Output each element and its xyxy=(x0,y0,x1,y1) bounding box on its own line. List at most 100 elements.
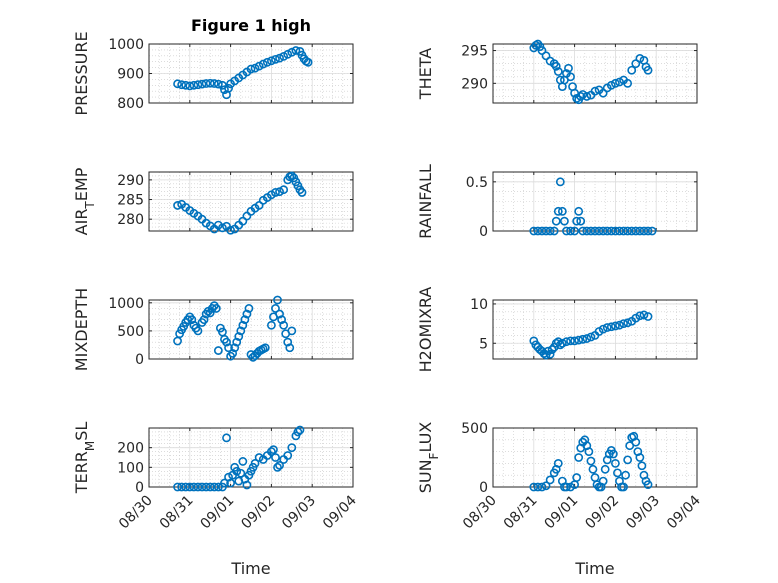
data-point xyxy=(627,65,637,75)
data-point xyxy=(173,201,182,210)
y-tick-label: 0 xyxy=(479,480,488,496)
data-point xyxy=(598,324,608,334)
data-point xyxy=(173,482,182,492)
data-point xyxy=(295,425,305,435)
series-markers xyxy=(173,425,305,492)
y-tick-label: 280 xyxy=(117,212,144,228)
data-point xyxy=(560,216,569,226)
data-point xyxy=(260,343,270,353)
y-tick-label: 1000 xyxy=(108,296,144,312)
data-point xyxy=(287,47,297,57)
axes-box xyxy=(148,299,354,360)
data-point xyxy=(643,226,653,236)
series-markers xyxy=(529,431,653,492)
data-point xyxy=(611,321,620,331)
data-point xyxy=(187,315,197,325)
data-point xyxy=(637,461,647,471)
x-tick-label: 09/01 xyxy=(542,493,582,533)
data-point xyxy=(549,226,559,236)
data-point xyxy=(269,445,278,455)
data-point xyxy=(623,318,633,328)
subplot-4: 0 0.5 RAINFALL xyxy=(416,164,698,240)
subplot-6: 5 10 H2OMIXRA xyxy=(416,287,698,373)
data-point xyxy=(197,79,207,89)
data-point xyxy=(275,460,284,470)
data-point xyxy=(209,79,219,88)
data-point xyxy=(230,343,240,353)
data-point xyxy=(570,226,579,236)
data-point xyxy=(643,65,653,75)
plot-area xyxy=(493,300,697,359)
x-tick-label: 09/03 xyxy=(623,493,663,533)
data-point xyxy=(619,226,628,236)
y-axis-label: THETA xyxy=(416,48,435,100)
data-point xyxy=(213,346,223,355)
data-point xyxy=(287,326,297,336)
series-markers xyxy=(529,39,653,105)
plot-area xyxy=(493,428,697,487)
data-point xyxy=(578,226,588,236)
data-point xyxy=(551,61,561,71)
data-point xyxy=(557,338,567,348)
data-point xyxy=(262,57,272,67)
data-point xyxy=(529,482,539,492)
data-point xyxy=(177,80,187,90)
data-point xyxy=(551,338,561,348)
data-point xyxy=(623,455,633,465)
y-axis-label: AIRTEMP xyxy=(72,167,97,235)
data-point xyxy=(240,315,250,325)
data-point xyxy=(611,78,620,88)
data-point xyxy=(611,226,620,236)
data-point xyxy=(623,226,633,236)
data-point xyxy=(537,226,547,236)
data-point xyxy=(213,79,223,89)
data-point xyxy=(602,226,612,236)
data-point xyxy=(242,480,252,490)
data-point xyxy=(619,319,628,328)
y-axis-label: MIXDEPTH xyxy=(72,288,91,371)
data-point xyxy=(271,304,280,313)
subplot-2: 290 295 THETA xyxy=(416,39,698,105)
data-point xyxy=(291,46,301,55)
data-point xyxy=(586,332,596,342)
data-point xyxy=(562,226,571,236)
data-point xyxy=(545,226,555,236)
subplot-8: 0 500 08/30 08/31 09/01 09/02 09/03 09/04 SUNFLU… xyxy=(416,421,704,532)
data-point xyxy=(553,458,563,468)
y-tick-label: 290 xyxy=(461,76,488,92)
data-point xyxy=(213,482,223,492)
data-point xyxy=(250,458,260,468)
data-point xyxy=(545,475,555,485)
data-point xyxy=(238,320,248,330)
data-point xyxy=(266,56,276,66)
data-point xyxy=(562,337,571,347)
x-axis-label-left: Time xyxy=(230,559,270,578)
x-tick-label: 09/03 xyxy=(279,493,319,533)
data-point xyxy=(639,310,649,320)
data-point xyxy=(647,226,657,236)
data-point xyxy=(218,223,227,233)
data-point xyxy=(572,216,582,226)
data-point xyxy=(594,226,604,236)
data-point xyxy=(226,225,235,235)
y-axis-label: SUNFLUX xyxy=(416,422,441,494)
axes-box xyxy=(492,299,698,360)
data-point xyxy=(576,92,586,101)
y-axis-label: H2OMIXRA xyxy=(416,287,435,373)
data-point xyxy=(193,482,203,492)
data-point xyxy=(588,464,598,474)
data-point xyxy=(611,458,620,468)
data-point xyxy=(226,478,235,488)
data-point xyxy=(606,226,616,236)
series-markers xyxy=(173,46,313,100)
x-tick-label: 08/31 xyxy=(501,493,541,533)
data-point xyxy=(600,464,610,474)
data-point xyxy=(619,482,628,492)
data-point xyxy=(211,304,221,313)
data-point xyxy=(551,216,561,226)
y-tick-label: 200 xyxy=(117,441,144,457)
data-point xyxy=(285,343,295,353)
series-markers xyxy=(529,177,657,236)
data-point xyxy=(177,482,187,492)
x-tick-label: 09/02 xyxy=(238,493,278,533)
